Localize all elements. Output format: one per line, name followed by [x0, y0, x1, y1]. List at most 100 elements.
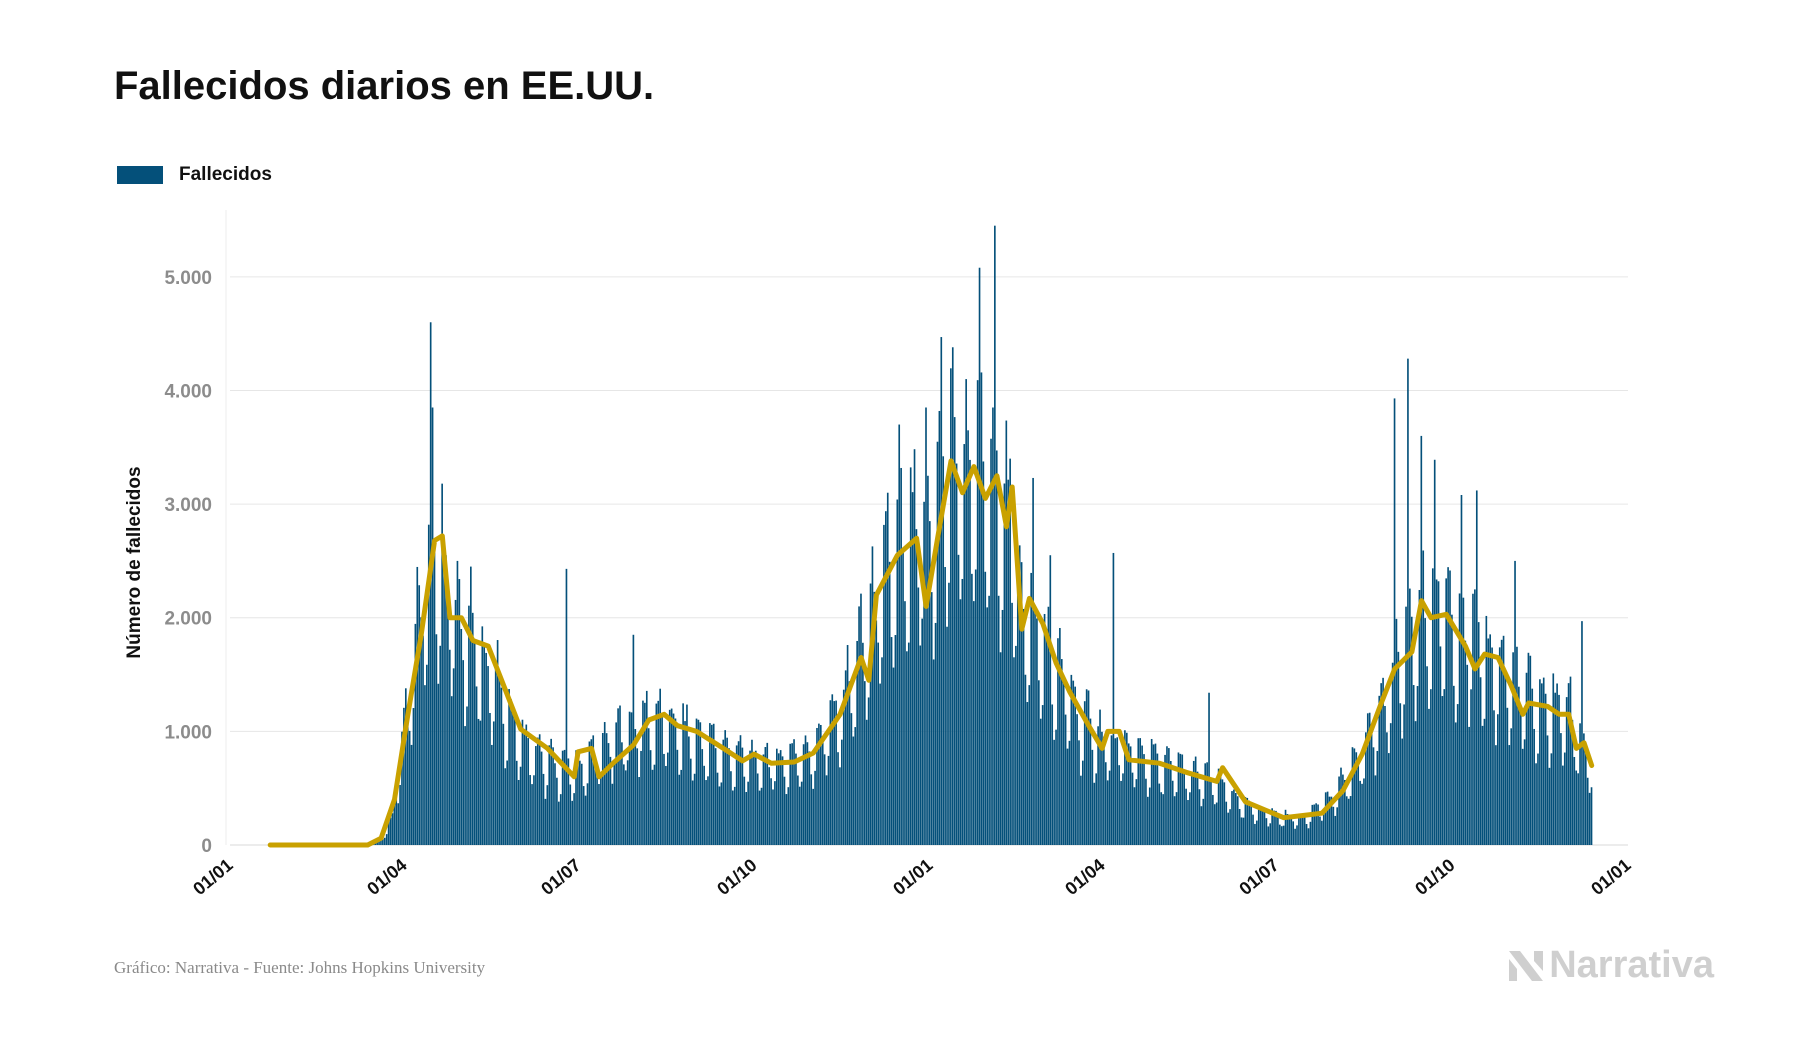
- bar: [623, 764, 625, 845]
- bar: [1110, 735, 1113, 845]
- bar: [992, 407, 994, 845]
- bar: [1254, 823, 1256, 845]
- bar: [829, 700, 832, 845]
- bar: [494, 666, 497, 845]
- bar: [1248, 800, 1251, 845]
- bar: [904, 601, 906, 845]
- bar: [1049, 555, 1052, 845]
- bar: [1382, 677, 1384, 845]
- bar: [586, 783, 589, 845]
- bar: [911, 492, 914, 845]
- bar: [674, 718, 677, 845]
- bar: [844, 670, 847, 845]
- bar: [1453, 685, 1455, 845]
- bar: [1038, 680, 1040, 845]
- bar: [1311, 804, 1314, 845]
- x-axis-ticks: 01/01 01/04 01/07 01/10 01/01 01/04 01/07 01/10…: [189, 855, 1634, 899]
- bar: [1060, 659, 1063, 845]
- bar: [1359, 780, 1361, 845]
- bar: [1384, 705, 1386, 845]
- bar: [1409, 588, 1411, 845]
- bar: [1527, 652, 1530, 845]
- bar: [1368, 712, 1371, 845]
- bar: [630, 712, 633, 845]
- bar: [879, 683, 881, 845]
- bar: [1495, 745, 1497, 845]
- bar: [1575, 770, 1578, 845]
- bar: [1397, 651, 1400, 845]
- bar: [997, 595, 1000, 845]
- bar: [1558, 694, 1560, 845]
- bar: [473, 639, 476, 845]
- y-tick-label: 2.000: [164, 609, 212, 630]
- bar: [1175, 792, 1178, 845]
- bar: [1518, 686, 1520, 845]
- bar: [638, 777, 640, 845]
- bar: [1233, 789, 1235, 845]
- bar: [1280, 826, 1283, 845]
- bar: [624, 770, 627, 845]
- x-tick-label: 01/10: [713, 855, 760, 899]
- bar: [655, 703, 658, 845]
- bar: [1491, 647, 1493, 845]
- bar: [542, 773, 545, 845]
- bar: [1537, 753, 1539, 845]
- bar: [1460, 495, 1463, 845]
- bar: [521, 719, 524, 845]
- bar: [678, 774, 681, 845]
- bar: [1225, 801, 1228, 845]
- bar: [1259, 806, 1262, 845]
- bar: [1412, 685, 1415, 845]
- bar: [747, 781, 749, 845]
- bar: [1579, 723, 1581, 845]
- bar: [1028, 685, 1031, 845]
- bar: [1431, 568, 1434, 845]
- bar: [615, 722, 618, 845]
- bar: [546, 785, 549, 845]
- bar: [401, 731, 403, 845]
- bar: [858, 606, 860, 845]
- bar: [823, 754, 826, 845]
- bar: [1081, 760, 1084, 845]
- bar: [1540, 683, 1543, 845]
- bar: [1288, 814, 1291, 845]
- bar: [1512, 652, 1514, 845]
- bar: [1164, 754, 1166, 845]
- bar: [1319, 816, 1321, 845]
- bar: [919, 645, 922, 845]
- bar: [1240, 817, 1243, 845]
- bar: [1221, 779, 1224, 845]
- bar: [770, 778, 772, 845]
- bar: [951, 347, 954, 845]
- bar: [867, 697, 870, 845]
- bar: [448, 649, 451, 845]
- bar: [1122, 773, 1124, 845]
- bar: [1003, 483, 1006, 845]
- bar: [1156, 753, 1159, 845]
- bar: [1481, 725, 1484, 845]
- bar: [1171, 780, 1174, 845]
- bar: [741, 747, 744, 845]
- bar: [1290, 815, 1293, 845]
- bar: [464, 726, 466, 845]
- bar: [1510, 728, 1513, 845]
- bar: [1567, 683, 1570, 845]
- bar: [1533, 728, 1535, 845]
- bar: [842, 689, 845, 845]
- bar: [1347, 798, 1350, 845]
- bar: [856, 640, 858, 845]
- bar: [841, 739, 843, 845]
- bar: [659, 688, 661, 845]
- bar: [932, 659, 935, 845]
- bar: [496, 640, 499, 845]
- bar: [1133, 787, 1136, 845]
- bar: [953, 417, 956, 845]
- bar: [380, 840, 382, 845]
- bar: [471, 612, 474, 845]
- bar: [703, 765, 705, 845]
- bar: [1104, 762, 1107, 845]
- bar: [1393, 398, 1396, 845]
- bar: [596, 769, 598, 845]
- bar: [1483, 718, 1486, 845]
- bar: [385, 834, 388, 845]
